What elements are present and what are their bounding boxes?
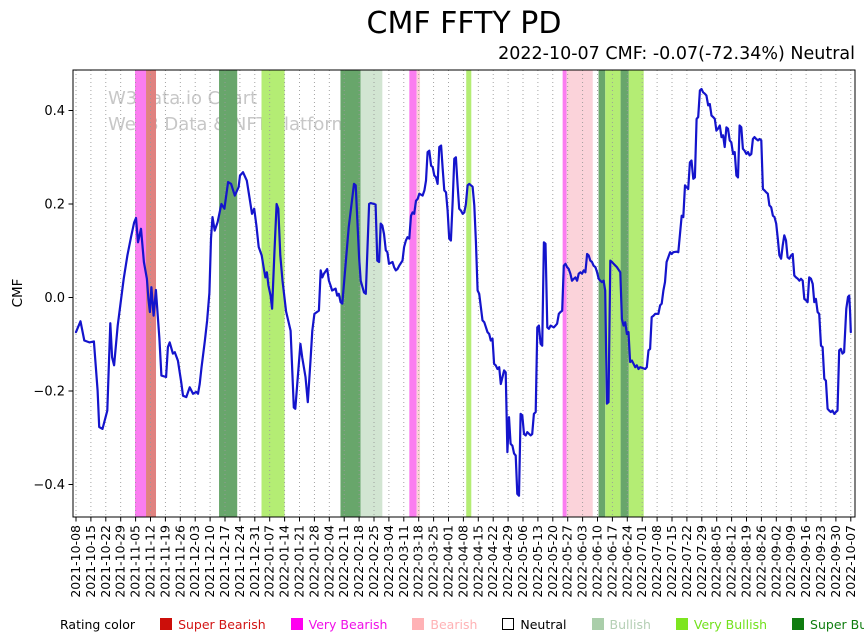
x-tick-label: 2022-04-15 [470,525,485,598]
x-tick-label: 2022-01-28 [306,525,321,598]
x-tick-label: 2021-11-12 [143,525,158,598]
legend-item-label: Super Bullish [810,616,864,632]
x-tick-label: 2021-10-22 [98,525,113,598]
x-tick-label: 2022-02-25 [366,525,381,598]
x-tick-label: 2022-03-04 [381,525,396,598]
x-tick-label: 2022-04-22 [485,525,500,598]
x-tick-label: 2022-01-07 [262,525,277,598]
x-tick-label: 2022-01-21 [292,525,307,598]
legend-item-neutral: Neutral [502,616,567,632]
x-tick-label: 2022-06-24 [619,525,634,598]
legend-swatch-bearish [412,618,425,630]
x-tick-label: 2021-11-05 [128,525,143,598]
x-tick-label: 2022-07-01 [634,525,649,598]
legend-item-super-bearish: Super Bearish [160,617,266,632]
x-tick-label: 2022-02-04 [321,525,336,598]
x-tick-label: 2021-12-31 [247,525,262,598]
x-tick-label: 2021-12-03 [187,525,202,598]
rating-color-legend: Rating color Super Bearish Very Bearish … [60,613,864,635]
x-tick-label: 2022-09-30 [828,525,843,598]
x-tick-label: 2022-05-06 [515,525,530,598]
x-tick-label: 2021-11-26 [172,525,187,598]
x-tick-label: 2022-04-01 [441,525,456,598]
rating-band-very-bullish [605,70,621,517]
rating-band-bearish [416,70,421,517]
rating-band-bearish [566,70,593,517]
rating-band-bullish [360,70,383,517]
legend-item-label: Neutral [520,616,567,632]
legend-swatch-super-bullish [792,618,805,630]
rating-band-very-bearish [135,70,147,517]
x-tick-label: 2022-05-27 [560,525,575,598]
plot-frame [72,69,856,518]
x-tick-label: 2022-10-07 [843,525,858,598]
y-tick-label: 0.2 [44,198,65,213]
chart-subtitle: 2022-10-07 CMF: -0.07(-72.34%) Neutral [498,44,855,64]
legend-item-very-bearish: Very Bearish [290,616,388,632]
x-tick-label: 2022-06-10 [590,525,605,598]
x-tick-label: 2022-05-20 [545,525,560,598]
legend-swatch-neutral [502,618,515,630]
x-tick-label: 2021-12-24 [232,525,247,598]
x-tick-label: 2022-07-15 [664,525,679,598]
x-tick-label: 2022-09-16 [798,525,813,598]
x-tick-label: 2022-08-19 [739,525,754,598]
legend-item-bearish: Bearish [412,617,477,632]
x-tick-label: 2022-03-25 [426,525,441,598]
x-tick-label: 2022-07-22 [679,525,694,598]
x-tick-label: 2022-08-05 [709,525,724,598]
x-tick-label: 2021-10-15 [83,525,98,598]
x-tick-label: 2022-02-18 [351,525,366,598]
rating-band-very-bullish [628,70,644,517]
legend-item-label: Very Bullish [693,616,768,632]
x-tick-label: 2022-05-13 [530,525,545,598]
legend-swatch-super-bearish [160,618,173,630]
x-tick-label: 2022-08-26 [753,525,768,598]
legend-item-label: Bearish [430,616,478,632]
rating-band-super-bullish [219,70,238,517]
cmf-series-line [74,87,852,497]
rating-band-very-bearish [409,70,417,517]
x-tick-label: 2021-12-17 [217,525,232,598]
page-title: CMF FFTY PD [366,6,562,41]
legend-item-label: Very Bearish [308,616,388,632]
legend-item-very-bullish: Very Bullish [675,616,768,632]
rating-band-super-bullish [620,70,629,517]
x-tick-label: 2022-02-11 [336,525,351,598]
x-tick-label: 2021-11-19 [157,525,172,598]
legend-title: Rating color [60,616,136,632]
x-tick-label: 2022-09-09 [783,525,798,598]
legend-item-label: Bullish [609,616,651,632]
x-tick-label: 2022-04-29 [500,525,515,598]
legend-item-bullish: Bullish [591,616,651,632]
rating-band-super-bullish [340,70,361,517]
x-tick-label: 2022-06-17 [604,525,619,598]
y-tick-label: 0.0 [44,291,65,306]
legend-swatch-bullish [591,618,604,630]
x-tick-label: 2022-03-11 [396,525,411,598]
x-tick-label: 2021-10-29 [113,525,128,598]
legend-swatch-very-bullish [675,618,688,630]
x-tick-label: 2022-03-18 [411,525,426,598]
x-tick-label: 2021-10-08 [68,525,83,598]
legend-item-label: Super Bearish [178,616,266,632]
legend-swatch-very-bearish [290,618,303,630]
x-tick-label: 2022-09-02 [768,525,783,598]
x-tick-label: 2022-01-14 [277,525,292,598]
x-tick-label: 2021-12-10 [202,525,217,598]
rating-band-very-bullish [466,70,472,517]
rating-band-super-bullish [598,70,606,517]
x-tick-label: 2022-04-08 [455,525,470,598]
y-tick-label: −0.2 [33,385,65,400]
x-tick-label: 2022-08-12 [724,525,739,598]
x-tick-label: 2022-07-08 [649,525,664,598]
x-tick-label: 2022-06-03 [575,525,590,598]
legend-item-super-bullish: Super Bullish [792,617,864,632]
x-tick-label: 2022-09-23 [813,525,828,598]
y-tick-label: 0.4 [44,104,65,119]
y-tick-label: −0.4 [33,478,65,493]
x-tick-label: 2022-07-29 [694,525,709,598]
rating-band-very-bearish [562,70,567,517]
